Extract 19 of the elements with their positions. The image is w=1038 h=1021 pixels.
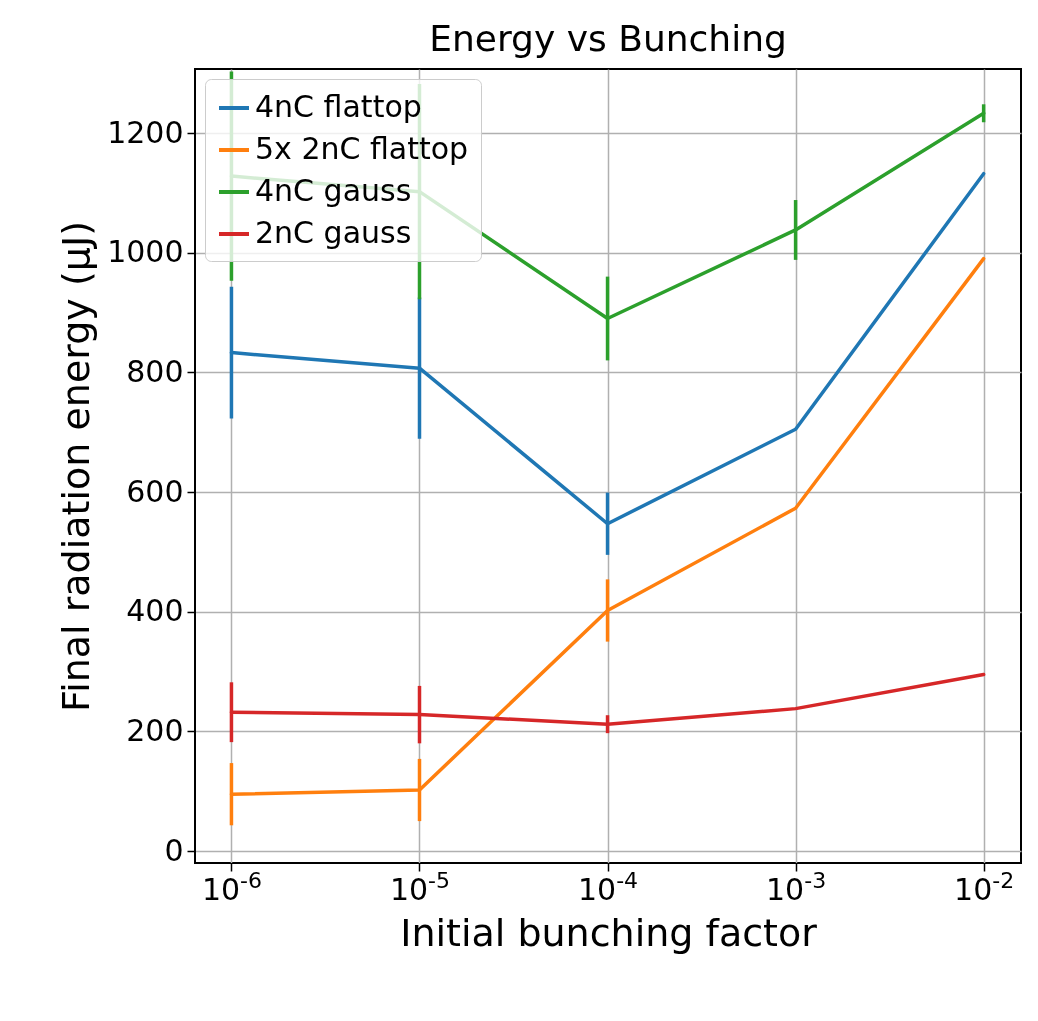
y-tick-label: 400: [126, 593, 184, 629]
x-tick-label: 10$^{-2}$: [954, 867, 1015, 907]
y-tick-label: 1000: [107, 234, 184, 270]
legend-label: 5x 2nC flattop: [255, 131, 469, 166]
y-tick-label: 1200: [107, 114, 184, 150]
y-tick-label: 200: [126, 712, 184, 748]
legend-label: 2nC gauss: [255, 215, 412, 250]
x-tick-label: 10$^{-5}$: [389, 867, 451, 907]
x-tick-label: 10$^{-3}$: [766, 867, 827, 907]
legend-label: 4nC gauss: [255, 173, 412, 208]
x-axis-title: Initial bunching factor: [400, 910, 818, 955]
legend-label: 4nC flattop: [255, 89, 422, 124]
y-tick-label: 800: [126, 353, 184, 389]
x-tick-label: 10$^{-4}$: [577, 867, 639, 907]
y-tick-label: 600: [126, 473, 184, 509]
chart-title: Energy vs Bunching: [429, 18, 787, 59]
y-tick-label: 0: [164, 832, 184, 868]
x-tick-label: 10$^{-6}$: [201, 867, 263, 907]
y-axis-title: Final radiation energy (μJ): [54, 221, 99, 712]
